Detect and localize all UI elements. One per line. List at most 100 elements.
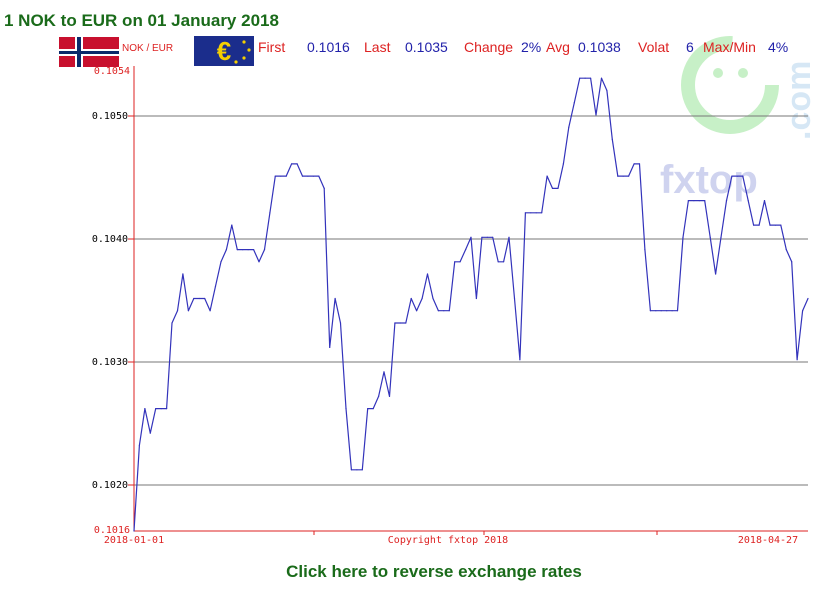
data-point <box>312 175 314 177</box>
data-point <box>307 175 309 177</box>
data-point <box>769 224 771 226</box>
data-point <box>269 212 271 214</box>
data-point <box>144 408 146 410</box>
data-point <box>742 175 744 177</box>
data-point <box>437 310 439 312</box>
data-point <box>372 408 374 410</box>
data-point <box>225 249 227 251</box>
data-point <box>426 273 429 275</box>
data-point <box>486 236 488 238</box>
data-point <box>622 175 624 177</box>
data-point <box>546 175 548 177</box>
data-point <box>660 310 662 312</box>
data-point <box>802 310 804 312</box>
currency-pair-label: NOK / EUR <box>122 43 173 54</box>
legend-avg-label: Avg <box>546 39 570 55</box>
data-point <box>405 322 407 324</box>
y-tick-label: 0.1020 <box>92 480 128 491</box>
y-tick-label-min: 0.1016 <box>94 525 130 536</box>
data-point <box>166 408 168 410</box>
data-point <box>535 212 537 214</box>
data-point <box>323 187 325 189</box>
data-point <box>465 249 467 251</box>
legend-avg-value: 0.1038 <box>578 39 621 55</box>
y-tick-label: 0.1040 <box>92 234 128 245</box>
data-point <box>220 261 222 263</box>
data-point <box>508 236 510 238</box>
copyright-label: Copyright fxtop 2018 <box>388 535 508 546</box>
data-point <box>644 249 646 251</box>
y-tick-label: 0.1050 <box>92 111 128 122</box>
data-point <box>193 297 195 300</box>
data-point <box>133 530 135 532</box>
data-point <box>497 261 499 263</box>
data-point <box>378 395 380 397</box>
data-point <box>198 297 200 300</box>
data-point <box>503 261 505 263</box>
data-point <box>345 408 347 410</box>
data-point <box>214 285 217 287</box>
data-point <box>753 224 755 226</box>
data-point <box>513 297 516 300</box>
data-point <box>747 200 749 202</box>
data-point <box>481 236 483 238</box>
data-point <box>704 200 706 202</box>
data-point <box>562 163 565 165</box>
data-point <box>666 310 668 312</box>
legend-change-label: Change <box>464 39 513 55</box>
x-tick-label-start: 2018-01-01 <box>104 535 164 546</box>
data-point <box>709 236 711 238</box>
data-point <box>682 236 684 238</box>
legend-last-label: Last <box>364 39 391 55</box>
fxtop-watermark: fxtop .com <box>660 36 818 202</box>
data-point <box>541 212 543 214</box>
data-point <box>280 175 282 177</box>
data-point <box>285 175 287 177</box>
series-points <box>133 77 809 532</box>
data-point <box>687 200 690 202</box>
data-point <box>633 163 635 165</box>
data-point <box>416 310 418 312</box>
data-point <box>236 249 238 251</box>
data-point <box>492 236 494 238</box>
data-point <box>649 310 652 312</box>
data-point <box>350 469 352 471</box>
norway-flag-icon <box>59 37 119 67</box>
data-point <box>394 322 396 324</box>
data-point <box>524 212 527 214</box>
data-point <box>693 200 695 202</box>
data-point <box>367 408 369 410</box>
legend-first-label: First <box>258 39 285 55</box>
data-point <box>763 200 766 202</box>
data-point <box>758 224 760 226</box>
data-point <box>149 432 151 434</box>
data-point <box>361 469 363 471</box>
data-point <box>573 102 575 104</box>
data-point <box>187 310 189 312</box>
data-point <box>785 249 787 251</box>
data-point <box>655 310 657 312</box>
data-point <box>258 261 260 263</box>
data-point <box>448 310 450 312</box>
data-point <box>263 249 266 251</box>
data-point <box>579 77 581 79</box>
data-point <box>160 408 162 410</box>
legend-maxmin-value: 4% <box>768 39 788 55</box>
reverse-exchange-rates-link[interactable]: Click here to reverse exchange rates <box>286 562 582 581</box>
data-point <box>715 273 717 275</box>
data-point <box>204 297 206 300</box>
data-point <box>698 200 700 202</box>
data-point <box>242 249 244 251</box>
data-point <box>796 359 798 361</box>
data-point <box>774 224 777 226</box>
legend-volat-value: 6 <box>686 39 694 55</box>
data-point <box>171 322 173 324</box>
y-tick-label: 0.1030 <box>92 357 128 368</box>
data-point <box>274 175 276 177</box>
series-line-nok-eur <box>133 77 809 532</box>
data-point <box>725 200 728 202</box>
watermark-domain: .com <box>780 61 818 140</box>
data-point <box>155 408 157 410</box>
data-point <box>421 297 423 300</box>
